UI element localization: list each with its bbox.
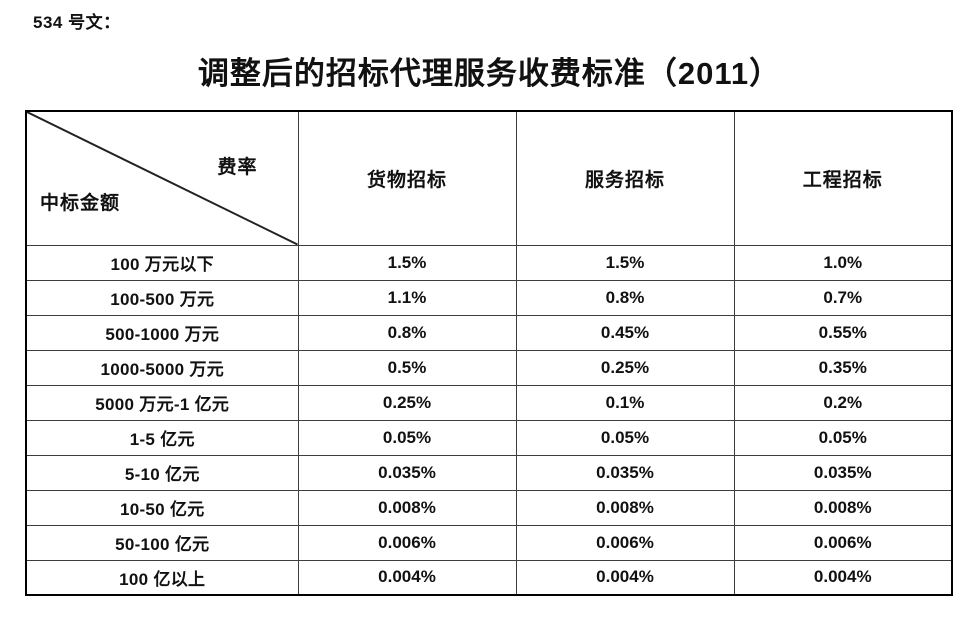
- service-rate-cell: 0.25%: [515, 349, 735, 386]
- header-row: 费率 中标金额 货物招标 服务招标 工程招标: [25, 110, 953, 246]
- service-rate-cell: 0.1%: [515, 384, 735, 421]
- table-row: 10-50 亿元 0.008% 0.008% 0.008%: [25, 489, 953, 526]
- service-rate-cell: 0.05%: [515, 419, 735, 456]
- engineering-rate-cell: 0.2%: [733, 384, 953, 421]
- goods-rate-cell: 1.5%: [297, 244, 517, 281]
- doc-number-label: 534 号文：: [33, 13, 121, 32]
- amount-cell: 1000-5000 万元: [25, 349, 299, 386]
- goods-rate-cell: 0.035%: [297, 454, 517, 491]
- engineering-rate-cell: 0.55%: [733, 314, 953, 351]
- column-header-engineering: 工程招标: [733, 110, 953, 246]
- service-rate-cell: 0.004%: [515, 559, 735, 596]
- engineering-rate-cell: 0.035%: [733, 454, 953, 491]
- goods-rate-cell: 0.008%: [297, 489, 517, 526]
- amount-cell: 1-5 亿元: [25, 419, 299, 456]
- amount-cell: 100 万元以下: [25, 244, 299, 281]
- corner-rate-label: 费率: [217, 157, 258, 178]
- table-row: 500-1000 万元 0.8% 0.45% 0.55%: [25, 314, 953, 351]
- table-row: 1000-5000 万元 0.5% 0.25% 0.35%: [25, 349, 953, 386]
- goods-rate-cell: 0.25%: [297, 384, 517, 421]
- table-row: 50-100 亿元 0.006% 0.006% 0.006%: [25, 524, 953, 561]
- service-rate-cell: 0.006%: [515, 524, 735, 561]
- goods-rate-cell: 0.006%: [297, 524, 517, 561]
- engineering-rate-cell: 0.05%: [733, 419, 953, 456]
- table-row: 5000 万元-1 亿元 0.25% 0.1% 0.2%: [25, 384, 953, 421]
- engineering-rate-cell: 0.7%: [733, 279, 953, 316]
- column-header-goods: 货物招标: [297, 110, 517, 246]
- fee-rate-table: 费率 中标金额 货物招标 服务招标 工程招标 100 万元以下 1.5% 1.5…: [25, 110, 953, 596]
- diagonal-divider-line: [27, 112, 298, 245]
- page-title: 调整后的招标代理服务收费标准（2011）: [197, 56, 782, 91]
- corner-header-cell: 费率 中标金额: [25, 110, 299, 246]
- amount-cell: 100 亿以上: [25, 559, 299, 596]
- goods-rate-cell: 0.004%: [297, 559, 517, 596]
- amount-cell: 5000 万元-1 亿元: [25, 384, 299, 421]
- amount-cell: 50-100 亿元: [25, 524, 299, 561]
- corner-amount-label: 中标金额: [40, 192, 121, 214]
- column-header-service: 服务招标: [515, 110, 735, 246]
- amount-cell: 500-1000 万元: [25, 314, 299, 351]
- amount-cell: 100-500 万元: [25, 279, 299, 316]
- table-row: 5-10 亿元 0.035% 0.035% 0.035%: [25, 454, 953, 491]
- service-rate-cell: 1.5%: [515, 244, 735, 281]
- engineering-rate-cell: 0.006%: [733, 524, 953, 561]
- engineering-rate-cell: 0.004%: [733, 559, 953, 596]
- engineering-rate-cell: 0.008%: [733, 489, 953, 526]
- goods-rate-cell: 1.1%: [297, 279, 517, 316]
- table-row: 100 万元以下 1.5% 1.5% 1.0%: [25, 244, 953, 281]
- table-row: 1-5 亿元 0.05% 0.05% 0.05%: [25, 419, 953, 456]
- amount-cell: 5-10 亿元: [25, 454, 299, 491]
- service-rate-cell: 0.035%: [515, 454, 735, 491]
- goods-rate-cell: 0.05%: [297, 419, 517, 456]
- table-row: 100 亿以上 0.004% 0.004% 0.004%: [25, 559, 953, 596]
- service-rate-cell: 0.008%: [515, 489, 735, 526]
- goods-rate-cell: 0.8%: [297, 314, 517, 351]
- amount-cell: 10-50 亿元: [25, 489, 299, 526]
- goods-rate-cell: 0.5%: [297, 349, 517, 386]
- service-rate-cell: 0.8%: [515, 279, 735, 316]
- engineering-rate-cell: 0.35%: [733, 349, 953, 386]
- engineering-rate-cell: 1.0%: [733, 244, 953, 281]
- table-row: 100-500 万元 1.1% 0.8% 0.7%: [25, 279, 953, 316]
- service-rate-cell: 0.45%: [515, 314, 735, 351]
